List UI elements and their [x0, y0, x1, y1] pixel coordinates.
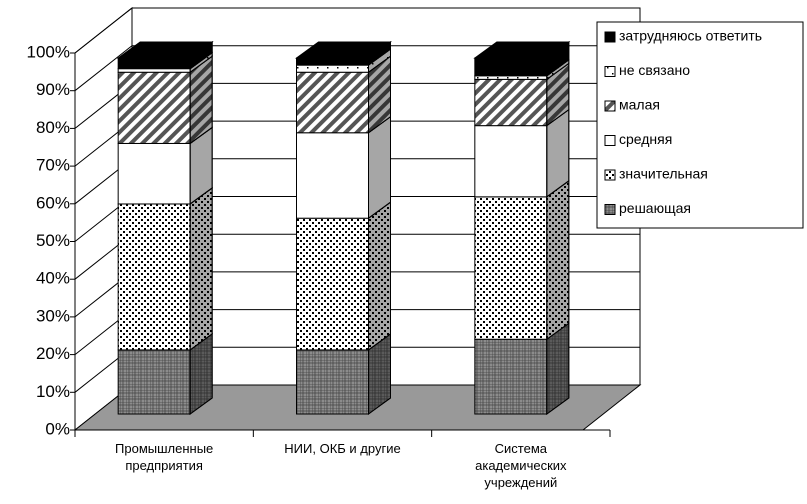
bar-segment	[117, 55, 213, 145]
grid-line	[74, 7, 640, 54]
legend-swatch	[604, 169, 616, 181]
y-tick-label: 80%	[36, 118, 70, 137]
bar-segment	[474, 322, 570, 415]
bar-front	[117, 349, 191, 415]
bar-top	[473, 41, 571, 59]
bar-front	[474, 196, 548, 340]
y-tick-label: 40%	[36, 269, 70, 288]
legend-label: значительная	[619, 166, 708, 182]
legend-swatch	[604, 204, 616, 215]
bar-segment	[473, 41, 571, 77]
legend-swatch	[604, 31, 616, 43]
bar-segment	[117, 51, 213, 74]
bar-front	[474, 75, 548, 80]
y-tick-label: 60%	[36, 193, 70, 212]
bar-front	[474, 78, 548, 127]
legend	[596, 21, 804, 229]
bar-segment	[117, 126, 213, 205]
legend-label: затрудняюсь ответить	[619, 28, 762, 44]
y-tick-label: 100%	[27, 42, 70, 61]
legend-label: малая	[619, 97, 660, 113]
bar-top	[294, 41, 393, 59]
y-tick-label: 90%	[36, 80, 70, 99]
bar-segment	[474, 62, 570, 127]
legend-label: решающая	[619, 200, 691, 216]
bar-front	[117, 68, 191, 73]
bar-top	[116, 41, 214, 59]
bar-front	[296, 57, 369, 66]
y-tick-label: 50%	[36, 231, 70, 250]
bar-front	[474, 125, 548, 198]
bar-front	[474, 338, 548, 415]
legend-label: не связано	[619, 62, 690, 78]
y-tick-label: 20%	[36, 344, 70, 363]
legend-swatch	[604, 100, 616, 112]
y-tick-label: 30%	[36, 306, 70, 325]
bar-front	[296, 71, 369, 134]
bar-front	[117, 142, 191, 205]
bar-front	[296, 64, 369, 73]
bar-front	[117, 203, 191, 351]
legend-swatch	[604, 135, 616, 146]
bar-front	[117, 57, 191, 70]
bar-segment	[116, 41, 214, 70]
bar-side-shade	[368, 115, 391, 220]
y-tick-label: 10%	[36, 382, 70, 401]
bar-front	[474, 57, 548, 77]
legend-label: средняя	[619, 131, 672, 147]
bar-side-shade	[368, 201, 391, 351]
bar-side-shade	[546, 179, 570, 341]
x-tick-label: Промышленные предприятия	[115, 441, 214, 473]
bar-front	[296, 217, 369, 351]
bar-segment	[117, 332, 213, 415]
bar-front	[296, 132, 369, 219]
y-tick-label: 0%	[45, 419, 70, 438]
bar-front	[117, 71, 191, 144]
bar-segment	[296, 332, 391, 415]
bar-segment	[296, 201, 391, 351]
bar-segment	[474, 179, 570, 341]
bar-front	[296, 349, 369, 415]
bar-segment	[294, 41, 393, 67]
bar-side-shade	[189, 186, 213, 351]
x-tick-label: НИИ, ОКБ и другие	[284, 441, 401, 456]
bar-segment	[296, 115, 391, 220]
bar-segment	[117, 186, 213, 351]
y-tick-label: 70%	[36, 156, 70, 175]
bar-segment	[474, 108, 570, 198]
x-tick-label: Система академических учреждений	[475, 441, 567, 490]
legend-swatch	[604, 66, 616, 77]
bar-segment	[296, 55, 391, 134]
grid-line	[74, 45, 640, 92]
